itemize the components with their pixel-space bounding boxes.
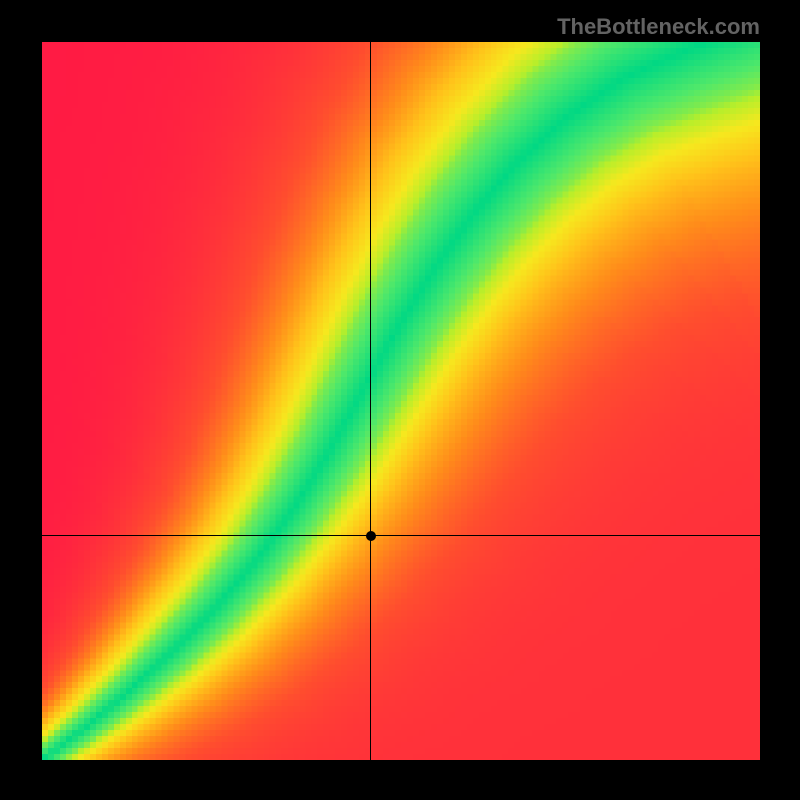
watermark-text: TheBottleneck.com xyxy=(557,14,760,40)
crosshair-horizontal xyxy=(42,535,760,536)
heatmap-canvas xyxy=(42,42,760,760)
chart-container: TheBottleneck.com xyxy=(0,0,800,800)
crosshair-dot xyxy=(366,531,376,541)
crosshair-vertical xyxy=(370,42,371,760)
